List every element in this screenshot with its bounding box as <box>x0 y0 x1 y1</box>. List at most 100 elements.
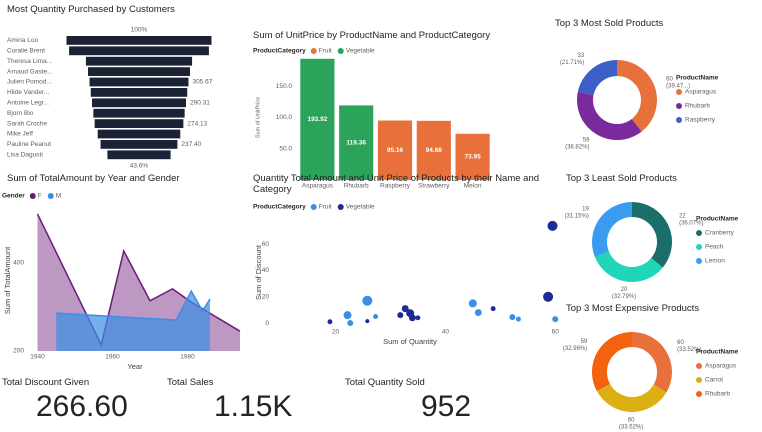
data-label: 60 <box>666 77 673 83</box>
data-label: 119.36 <box>346 139 366 146</box>
legend-marker <box>696 244 702 250</box>
legend-marker <box>676 89 682 95</box>
donut-slice <box>592 332 632 392</box>
funnel-bar <box>107 150 171 160</box>
bar <box>377 120 413 180</box>
x-tick-label: 1940 <box>30 354 45 361</box>
bubble <box>365 319 370 324</box>
legend-marker <box>696 363 702 369</box>
bubble <box>373 314 379 319</box>
funnel-label: Julien Pomod... <box>7 79 52 86</box>
funnel-bar <box>88 67 190 76</box>
percent-label: (39.47...) <box>666 84 690 90</box>
data-label: 95.16 <box>387 147 404 154</box>
bar <box>416 120 451 180</box>
line <box>56 289 211 321</box>
legend-marker <box>696 377 702 383</box>
bar <box>455 133 490 180</box>
legend-label: F <box>38 193 42 200</box>
percent-label: (33.52%) <box>619 425 643 431</box>
legend-title: ProductCategory <box>253 48 306 55</box>
legend-label: Vegetable <box>346 48 375 55</box>
data-label: 22 <box>679 214 686 220</box>
legend-marker <box>696 230 702 236</box>
funnel-bar <box>90 88 188 97</box>
bubble <box>552 316 559 323</box>
legend-label: Asparagus <box>685 89 717 96</box>
chart-title: Sum of TotalAmount by Year and Gender <box>7 173 180 184</box>
x-tick-label: Strawberry <box>418 183 450 190</box>
data-label: 73.95 <box>464 154 481 161</box>
bubble <box>343 311 352 320</box>
chart-title: Most Quantity Purchased by Customers <box>7 4 175 15</box>
bubble <box>543 291 554 302</box>
x-tick-label: Melon <box>464 183 482 190</box>
card-title: Total Discount Given <box>2 377 90 388</box>
legend-label: M <box>56 193 61 200</box>
percent-label: (36.07%) <box>679 221 703 227</box>
bubble <box>415 315 421 321</box>
legend-marker <box>29 193 36 199</box>
data-label: 290.31 <box>190 100 210 107</box>
data-label: 193.92 <box>307 116 327 123</box>
legend-label: Rhubarb <box>705 391 730 398</box>
funnel-bar <box>66 36 212 45</box>
funnel-label: Antoine Legr... <box>7 100 49 107</box>
y-axis-title: Sum of TotalAmount <box>3 246 12 314</box>
y-tick-label: 20 <box>262 294 270 301</box>
percent-label: (38.82%) <box>565 145 589 151</box>
legend-label: Raspberry <box>685 117 716 124</box>
legend-title: ProductCategory <box>253 204 306 211</box>
y-tick-label: 0 <box>265 320 269 327</box>
funnel-annotation: 43.6% <box>130 163 149 170</box>
chart-title: Sum of UnitPrice by ProductName and Prod… <box>253 30 491 41</box>
bar <box>300 58 335 180</box>
card-title: Total Quantity Sold <box>345 377 425 388</box>
card-title: Total Sales <box>167 377 214 388</box>
data-label: 237.40 <box>181 141 201 148</box>
x-axis-title: Year <box>127 362 143 371</box>
funnel-label: Lisa Dagusti <box>7 152 43 159</box>
legend-marker <box>310 204 317 210</box>
y-tick-label: 60 <box>262 241 270 248</box>
data-label: 33 <box>578 53 585 59</box>
card-value: 1.15K <box>214 390 293 423</box>
funnel-bar <box>93 108 185 118</box>
y-tick-label: 50.0 <box>279 145 292 152</box>
funnel-label: Amina Loo <box>7 37 38 44</box>
x-tick-label: Raspberry <box>380 183 411 190</box>
bubble <box>490 306 496 312</box>
chart-title: Top 3 Least Sold Products <box>566 173 677 184</box>
donut-slice <box>632 332 672 393</box>
legend-label: Fruit <box>319 204 332 211</box>
legend-label: Fruit <box>319 48 332 55</box>
data-label: 274.13 <box>187 120 207 127</box>
legend-marker <box>337 204 344 210</box>
donut-slice <box>617 60 658 132</box>
funnel-bar <box>85 56 193 66</box>
donut-slice <box>577 60 617 96</box>
legend-label: Carrot <box>705 377 723 384</box>
legend-marker <box>676 117 682 123</box>
legend-label: Cranberry <box>705 230 735 237</box>
legend-marker <box>310 48 317 54</box>
data-label: 59 <box>583 138 590 144</box>
percent-label: (33.52%) <box>677 347 701 353</box>
chart-title: Top 3 Most Expensive Products <box>566 303 700 314</box>
funnel-bar <box>97 129 181 139</box>
legend-label: Peach <box>705 244 724 251</box>
percent-label: (32.79%) <box>612 294 636 300</box>
x-axis-title: Sum of Quantity <box>383 337 437 346</box>
percent-label: (31.15%) <box>564 214 588 220</box>
percent-label: (32.96%) <box>563 346 587 352</box>
funnel-label: Coralie Brent <box>7 48 45 55</box>
x-tick-label: 20 <box>332 329 340 336</box>
funnel-bar <box>89 77 189 87</box>
x-tick-label: 40 <box>442 329 450 336</box>
funnel-label: Arnaud Gaste... <box>7 68 53 75</box>
legend-marker <box>676 103 682 109</box>
y-tick-label: 100.0 <box>276 114 293 121</box>
funnel-bar <box>100 140 178 149</box>
donut-slice <box>596 383 667 413</box>
data-label: 305.67 <box>192 79 212 86</box>
